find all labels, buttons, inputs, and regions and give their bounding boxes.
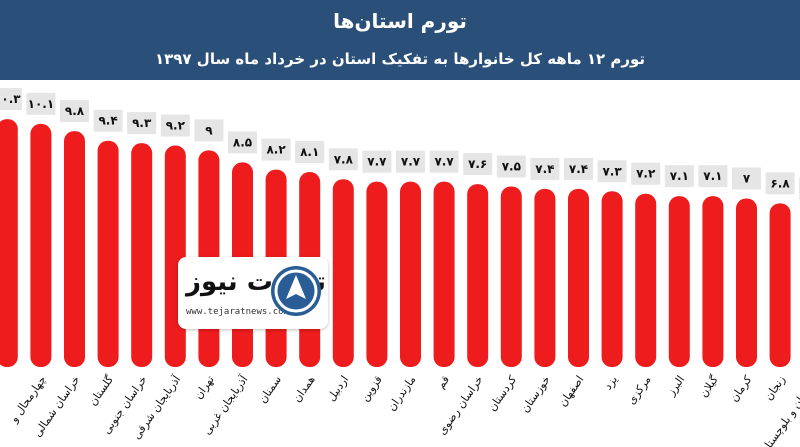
value-label-box <box>362 150 392 173</box>
chart-header: تورم استان‌ها تورم ۱۲ ماهه کل خانوارها ب… <box>0 0 800 80</box>
value-label: ۹.۳ <box>132 116 152 130</box>
category-label: البرز <box>664 373 687 399</box>
category-label: همدان <box>290 373 317 404</box>
category-label: کرمان <box>727 373 755 405</box>
value-label: ۷.۸ <box>334 152 354 166</box>
value-label: ۷.۲ <box>636 167 656 181</box>
value-label-box <box>0 88 22 111</box>
category-label: قم <box>434 373 452 391</box>
value-label: ۷.۴ <box>535 162 554 176</box>
bar <box>635 193 657 367</box>
bar <box>131 143 153 367</box>
chart-title: تورم استان‌ها <box>333 9 467 33</box>
value-label: ۷.۳ <box>602 164 622 178</box>
category-label: یزد <box>601 373 620 392</box>
bar <box>0 119 18 367</box>
bar <box>30 123 52 367</box>
logo-url: www.tejaratnews.com <box>186 307 289 317</box>
bar <box>601 191 623 367</box>
value-label: ۸.۱ <box>300 145 319 159</box>
bar <box>702 196 724 367</box>
tejaratnews-logo-icon <box>271 266 321 316</box>
category-label: تهران <box>192 373 217 401</box>
value-label: ۱۰.۳ <box>0 92 21 106</box>
bar <box>568 188 589 367</box>
category-label: مرکزی <box>625 373 654 407</box>
value-label-box <box>295 141 325 164</box>
category-label: سمنان <box>256 373 284 405</box>
bar <box>500 186 522 367</box>
value-label-box <box>160 114 190 137</box>
bar <box>433 181 455 367</box>
category-label: کردستان <box>486 373 520 414</box>
bar <box>97 140 119 367</box>
value-label-box <box>664 165 694 188</box>
category-label: زنجان <box>762 373 788 402</box>
value-label: ۶.۸ <box>770 176 790 190</box>
bar <box>467 184 489 367</box>
value-label-box <box>328 148 358 171</box>
value-label: ۷.۷ <box>401 155 421 169</box>
category-label: گیلان <box>697 373 721 400</box>
bar <box>332 179 354 367</box>
bar <box>164 145 186 367</box>
value-label-box <box>698 165 728 188</box>
value-label-box <box>597 160 627 183</box>
chart-subtitle: تورم ۱۲ ماهه کل خانوارها به تفکیک استان … <box>154 50 646 68</box>
category-label: گلستان <box>86 373 116 408</box>
value-label: ۷.۵ <box>502 159 521 173</box>
value-label-box <box>530 157 560 180</box>
bar <box>668 196 690 367</box>
value-label: ۷.۴ <box>569 162 588 176</box>
category-label: مازندران <box>385 373 419 413</box>
value-label: ۹.۴ <box>98 114 117 128</box>
value-label: ۷.۷ <box>434 155 454 169</box>
value-label: ۷.۱ <box>670 169 689 183</box>
category-label: قزوین <box>358 373 385 403</box>
value-label-box <box>26 92 56 115</box>
value-label-box <box>631 162 661 185</box>
bar <box>64 131 85 367</box>
value-label-box <box>429 150 459 173</box>
bar <box>736 198 757 367</box>
bar <box>534 188 556 367</box>
value-label-box <box>93 109 123 132</box>
value-label-box <box>765 172 795 195</box>
value-label-box <box>261 138 291 161</box>
bar <box>366 181 388 367</box>
value-label: ۹ <box>205 123 213 137</box>
value-label-box <box>127 112 157 135</box>
value-label-box <box>564 157 593 180</box>
bar <box>769 203 791 367</box>
value-label: ۷.۷ <box>367 155 387 169</box>
value-label-box <box>396 150 425 173</box>
value-label-box <box>463 153 493 176</box>
value-label-box <box>194 119 224 142</box>
value-label: ۸.۲ <box>266 143 286 157</box>
value-label: ۷ <box>743 172 751 186</box>
value-label: ۹.۸ <box>65 104 85 118</box>
category-label: اردبیل <box>325 373 352 403</box>
value-label: ۸.۵ <box>233 135 252 149</box>
value-label: ۷.۱ <box>703 169 722 183</box>
value-label-box <box>732 167 761 190</box>
watermark-logo: تجارت نیوز www.tejaratnews.com <box>178 257 328 329</box>
category-label: اصفهان <box>556 373 586 409</box>
value-label: ۱۰.۱ <box>28 97 55 111</box>
value-label-box <box>60 100 89 123</box>
value-label: ۹.۲ <box>166 119 186 133</box>
value-label: ۷.۶ <box>468 157 487 171</box>
category-label: خوزستان <box>518 373 553 415</box>
value-label-box <box>496 155 526 178</box>
bar <box>400 181 421 367</box>
value-label-box <box>228 131 257 154</box>
